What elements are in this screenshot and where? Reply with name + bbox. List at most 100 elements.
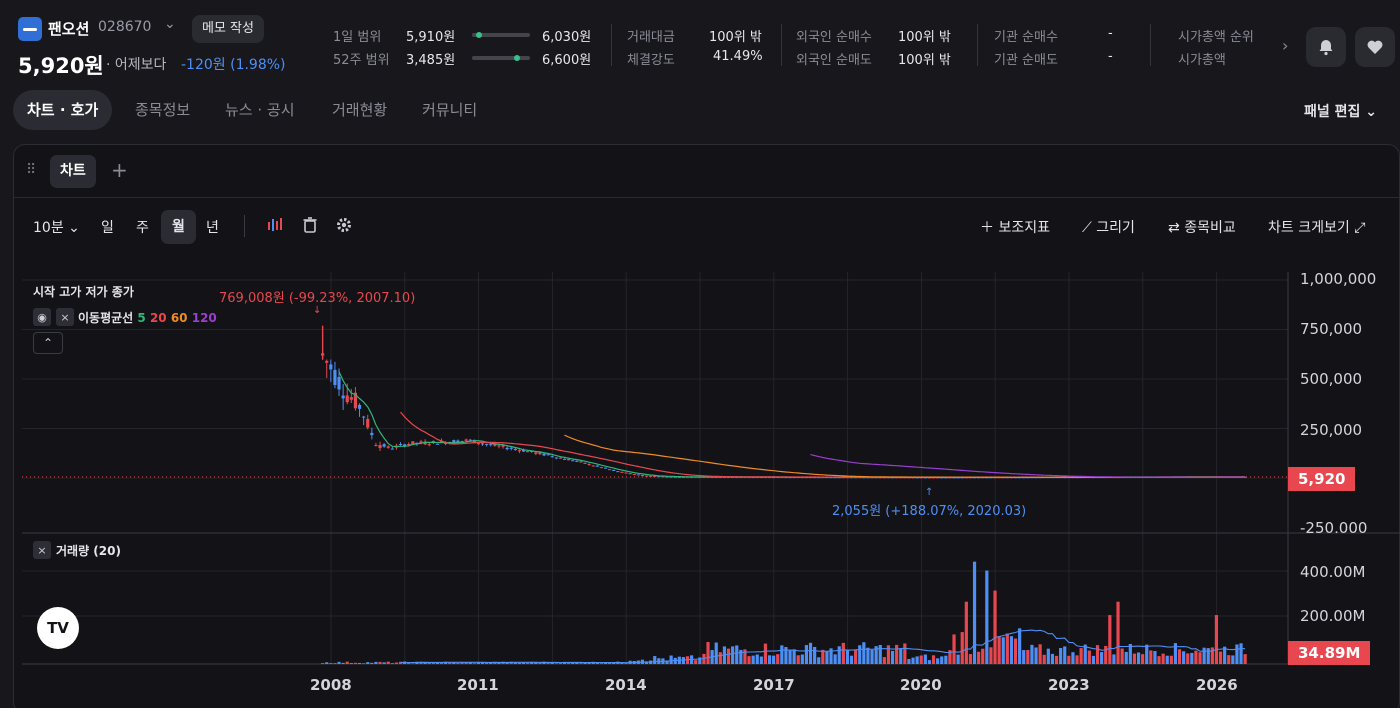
- volume-bar: [1136, 652, 1141, 664]
- price-chart[interactable]: [22, 272, 1400, 708]
- chevron-up-icon[interactable]: ⌃: [33, 332, 63, 354]
- volume-bar: [374, 661, 378, 664]
- volume-bar: [468, 662, 472, 664]
- ma5-label: 5: [137, 311, 146, 325]
- ma-label: 이동평균선: [78, 311, 134, 325]
- chart-panel: [13, 144, 1400, 708]
- volume-bar: [899, 648, 903, 664]
- stats-divider: [781, 24, 782, 66]
- indicator-button[interactable]: ＋ 보조지표: [980, 217, 1050, 237]
- candle-body: [657, 476, 661, 478]
- panel-edit-button[interactable]: 패널 편집 ⌄: [1304, 101, 1377, 121]
- volume-bar: [587, 663, 591, 664]
- volume-bar: [718, 652, 722, 664]
- volume-bar: [599, 663, 604, 664]
- strength-label: 체결강도: [627, 53, 675, 68]
- period-week[interactable]: 주: [136, 220, 149, 236]
- volume-bar: [603, 662, 608, 664]
- candle-body: [603, 467, 608, 469]
- candle-body: [407, 444, 411, 446]
- candle-body: [378, 445, 382, 449]
- volume-bar: [608, 663, 612, 664]
- volume-bar: [370, 662, 374, 664]
- candle-body: [538, 452, 542, 455]
- tradingview-logo[interactable]: TV: [37, 607, 79, 649]
- inst-buy-value: -: [1108, 26, 1113, 41]
- volume-bar: [341, 662, 345, 664]
- volume-bar: [763, 643, 768, 664]
- trash-icon[interactable]: [301, 216, 319, 239]
- chevron-right-icon[interactable]: ›: [1282, 36, 1289, 55]
- candle-body: [546, 454, 550, 456]
- candle-body: [550, 456, 554, 458]
- volume-bar: [464, 662, 468, 664]
- gear-icon[interactable]: [335, 216, 353, 239]
- tab-chart-orderbook[interactable]: 차트 · 호가: [13, 90, 113, 130]
- volume-bar: [845, 649, 850, 664]
- volume-bar: [1046, 648, 1050, 664]
- day-range-low: 5,910원: [406, 30, 456, 45]
- candle-body: [431, 440, 435, 442]
- panel-edit-label: 패널 편집: [1304, 104, 1361, 120]
- bell-icon[interactable]: [1306, 27, 1346, 67]
- tab-stock-info[interactable]: 종목정보: [135, 101, 191, 119]
- heart-icon[interactable]: [1355, 27, 1395, 67]
- candle-type-icon[interactable]: [266, 216, 284, 239]
- drag-handle-icon[interactable]: ⠿: [26, 162, 36, 178]
- trade-value: 100위 밖: [709, 30, 762, 45]
- candle-body: [452, 440, 456, 443]
- volume-bar: [382, 662, 386, 664]
- foreign-sell-value: 100위 밖: [898, 53, 951, 68]
- volume-bar: [1022, 650, 1026, 664]
- add-tab-button[interactable]: +: [111, 158, 128, 182]
- candle-body: [595, 465, 599, 467]
- close-icon[interactable]: ×: [56, 308, 74, 326]
- volume-bar: [1095, 645, 1100, 664]
- ma120-label: 120: [191, 311, 217, 325]
- volume-bar: [1173, 643, 1178, 664]
- interval-select[interactable]: 10분 ⌄: [33, 217, 80, 237]
- volume-bar: [321, 663, 325, 664]
- compare-button[interactable]: ⇄ 종목비교: [1168, 217, 1236, 237]
- volume-bar: [800, 654, 804, 664]
- subtab-chart[interactable]: 차트: [50, 155, 96, 188]
- volume-bar: [554, 663, 558, 664]
- candle-body: [362, 416, 366, 418]
- volume-bar: [759, 656, 763, 664]
- eye-off-icon[interactable]: ◉: [33, 308, 51, 326]
- volume-bar: [784, 646, 788, 664]
- volume-legend: 거래량 (20): [56, 544, 121, 558]
- volume-bar: [1153, 651, 1157, 664]
- volume-bar: [862, 642, 866, 664]
- volume-bar: [956, 654, 960, 664]
- price-axis-label: -250,000: [1300, 519, 1368, 533]
- volume-bar: [542, 661, 546, 664]
- volume-bar: [513, 661, 517, 664]
- candle-body: [579, 461, 583, 463]
- swap-icon: ⇄: [1168, 220, 1180, 236]
- chevron-down-icon[interactable]: ⌄: [164, 16, 176, 32]
- volume-bar: [517, 662, 522, 664]
- day-range-label: 1일 범위: [333, 30, 382, 45]
- period-month[interactable]: 월: [161, 210, 196, 244]
- candle-body: [542, 453, 546, 456]
- expand-button[interactable]: 차트 크게보기 ⤢: [1268, 217, 1365, 237]
- period-year[interactable]: 년: [206, 220, 219, 236]
- volume-bar: [427, 663, 431, 664]
- close-icon[interactable]: ×: [33, 541, 51, 559]
- candle-body: [583, 462, 587, 464]
- draw-button[interactable]: ⟋ 그리기: [1082, 217, 1135, 237]
- period-day[interactable]: 일: [101, 220, 114, 236]
- x-axis-label: 2023: [1048, 676, 1090, 694]
- volume-bar: [874, 646, 878, 664]
- volume-bar: [1112, 654, 1116, 664]
- volume-bar: [997, 636, 1001, 664]
- tab-community[interactable]: 커뮤니티: [422, 101, 478, 119]
- trade-value-label: 거래대금: [627, 30, 675, 45]
- memo-button[interactable]: 메모 작성: [192, 15, 264, 43]
- tab-news[interactable]: 뉴스 · 공시: [225, 101, 295, 119]
- stock-name[interactable]: 팬오션: [48, 20, 90, 38]
- candle-body: [1243, 476, 1247, 478]
- tab-trades[interactable]: 거래현황: [332, 101, 388, 119]
- candle-body: [599, 467, 604, 469]
